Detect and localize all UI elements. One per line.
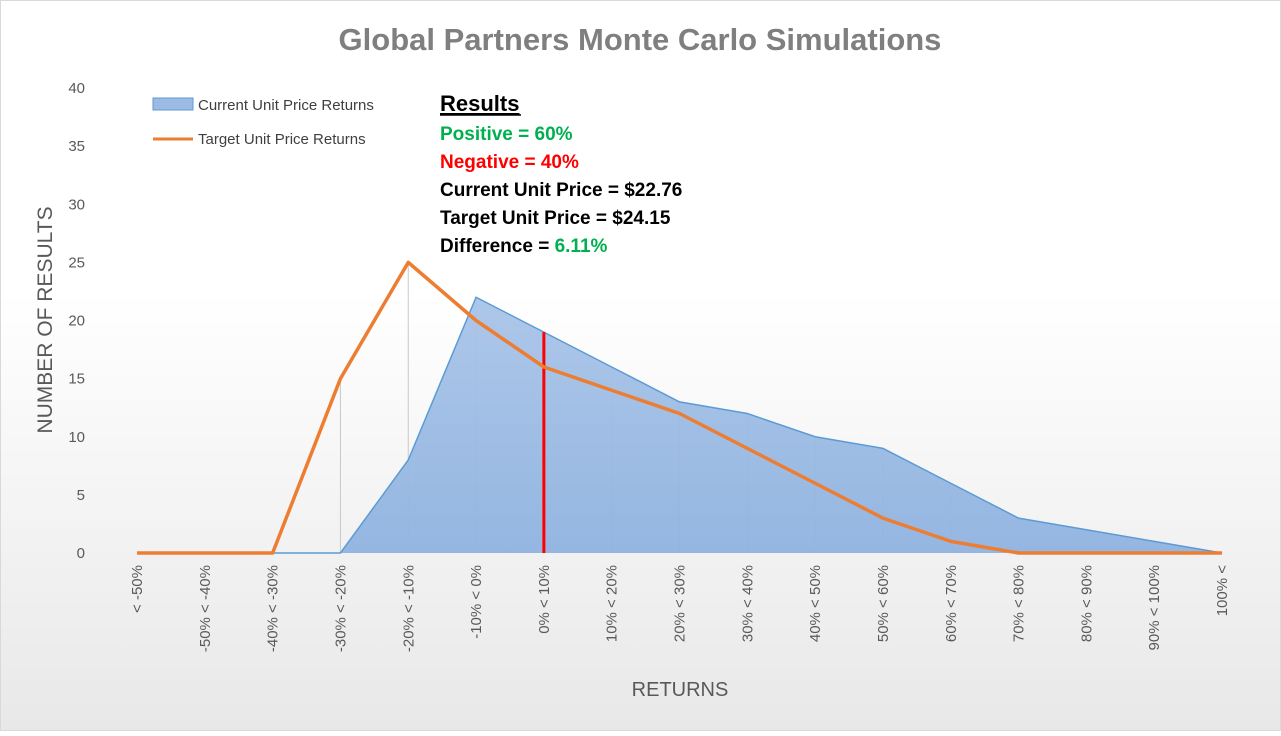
results-heading: Results xyxy=(440,91,519,116)
point-target-unit-price xyxy=(1084,551,1088,555)
x-tick-label: 10% < 20% xyxy=(604,565,621,642)
x-tick-label: 100% < xyxy=(1214,565,1231,617)
line-target-unit-price xyxy=(137,260,1222,555)
point-current-unit-price xyxy=(474,295,478,299)
x-axis-title: RETURNS xyxy=(632,679,729,701)
legend-swatch-current xyxy=(152,97,194,111)
y-axis-title: NUMBER OF RESULTS xyxy=(34,206,57,433)
point-target-unit-price xyxy=(1152,551,1156,555)
y-tick-label: 25 xyxy=(68,254,85,271)
point-target-unit-price xyxy=(813,481,817,485)
point-current-unit-price xyxy=(881,446,885,450)
x-tick-labels: < -50% -50% < -40% -40% < -30% -30% < -20% -… xyxy=(129,565,1231,652)
point-current-unit-price xyxy=(1084,528,1088,532)
point-target-unit-price xyxy=(338,377,342,381)
point-target-unit-price xyxy=(610,388,614,392)
point-target-unit-price xyxy=(406,260,410,264)
y-tick-label: 15 xyxy=(68,371,85,388)
x-tick-label: -10% < 0% xyxy=(468,565,485,639)
x-tick-label: -30% < -20% xyxy=(332,565,349,652)
y-tick-label: 5 xyxy=(77,487,85,504)
x-tick-label: 40% < 50% xyxy=(807,565,824,642)
point-current-unit-price xyxy=(610,365,614,369)
y-tick-label: 0 xyxy=(77,545,85,562)
point-target-unit-price xyxy=(203,551,207,555)
point-target-unit-price xyxy=(474,319,478,323)
y-tick-label: 35 xyxy=(68,138,85,155)
point-current-unit-price xyxy=(745,412,749,416)
legend-label-target: Target Unit Price Returns xyxy=(198,131,366,148)
results-target-price: Target Unit Price = $24.15 xyxy=(440,208,671,229)
x-tick-label: 50% < 60% xyxy=(875,565,892,642)
point-target-unit-price xyxy=(881,516,885,520)
point-current-unit-price xyxy=(406,458,410,462)
x-tick-label: -40% < -30% xyxy=(265,565,282,652)
point-target-unit-price xyxy=(1017,551,1021,555)
chart-title: Global Partners Monte Carlo Simulations xyxy=(339,22,942,57)
x-tick-label: 80% < 90% xyxy=(1078,565,1095,642)
point-target-unit-price xyxy=(135,551,139,555)
point-target-unit-price xyxy=(1220,551,1224,555)
point-current-unit-price xyxy=(542,330,546,334)
point-target-unit-price xyxy=(949,539,953,543)
y-tick-label: 40 xyxy=(68,80,85,97)
y-tick-labels: 0 5 10 15 20 25 30 35 40 xyxy=(68,80,85,562)
x-tick-label: 30% < 40% xyxy=(739,565,756,642)
area-outline-current-unit-price xyxy=(137,296,1223,554)
x-tick-label: 90% < 100% xyxy=(1146,565,1163,650)
point-target-unit-price xyxy=(678,412,682,416)
results-current-price: Current Unit Price = $22.76 xyxy=(440,180,682,201)
x-tick-label: 20% < 30% xyxy=(672,565,689,642)
results-positive: Positive = 60% xyxy=(440,124,573,145)
y-tick-label: 20 xyxy=(68,313,85,330)
x-tick-label: 60% < 70% xyxy=(943,565,960,642)
results-negative: Negative = 40% xyxy=(440,152,579,173)
point-current-unit-price xyxy=(949,481,953,485)
x-tick-label: < -50% xyxy=(129,565,146,613)
x-tick-label: 0% < 10% xyxy=(536,565,553,634)
legend-label-current: Current Unit Price Returns xyxy=(198,97,374,114)
x-tick-label: -20% < -10% xyxy=(400,565,417,652)
point-current-unit-price xyxy=(813,435,817,439)
point-target-unit-price xyxy=(745,446,749,450)
point-current-unit-price xyxy=(678,400,682,404)
point-current-unit-price xyxy=(338,551,342,555)
point-target-unit-price xyxy=(542,365,546,369)
point-target-unit-price xyxy=(271,551,275,555)
y-tick-label: 30 xyxy=(68,196,85,213)
results-annotation: Results Positive = 60% Negative = 40% Cu… xyxy=(440,91,682,257)
area-current-unit-price xyxy=(137,297,1222,553)
legend: Current Unit Price Returns Target Unit P… xyxy=(152,97,374,148)
x-tick-label: -50% < -40% xyxy=(197,565,214,652)
series-layer xyxy=(137,260,1223,555)
y-tick-label: 10 xyxy=(68,429,85,446)
point-current-unit-price xyxy=(1152,539,1156,543)
point-current-unit-price xyxy=(1017,516,1021,520)
results-difference: Difference = 6.11% xyxy=(440,236,608,257)
x-tick-label: 70% < 80% xyxy=(1011,565,1028,642)
